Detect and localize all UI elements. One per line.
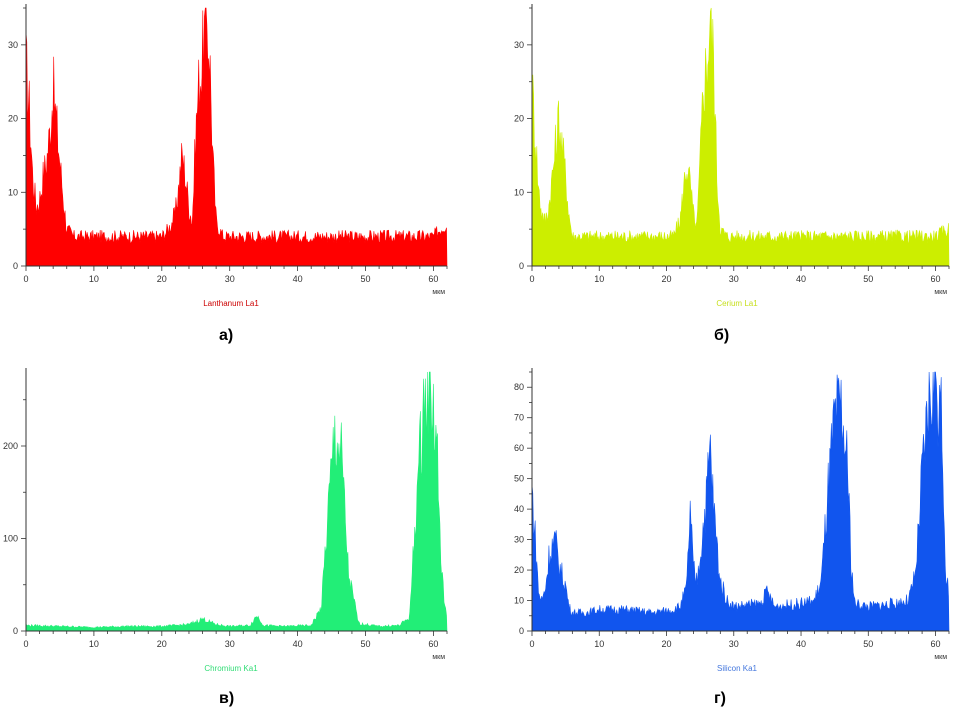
x-tick-label-a: 30 (225, 274, 235, 284)
y-tick-label-d: 70 (514, 413, 524, 423)
y-tick-label-d: 30 (514, 535, 524, 545)
y-tick-label-a: 20 (8, 114, 18, 124)
x-tick-label-c: 0 (23, 639, 28, 649)
x-tick-label-b: 10 (594, 274, 604, 284)
y-tick-label-a: 0 (13, 261, 18, 271)
x-tick-label-c: 60 (428, 639, 438, 649)
x-tick-label-a: 0 (23, 274, 28, 284)
y-tick-label-a: 30 (8, 40, 18, 50)
y-tick-label-d: 80 (514, 382, 524, 392)
caption-c: в) (219, 690, 235, 707)
x-axis-unit-a: мкм (432, 289, 445, 296)
x-tick-label-c: 10 (89, 639, 99, 649)
x-tick-label-b: 0 (529, 274, 534, 284)
x-tick-label-a: 20 (157, 274, 167, 284)
x-tick-label-b: 20 (662, 274, 672, 284)
x-tick-label-a: 50 (361, 274, 371, 284)
x-tick-label-b: 40 (796, 274, 806, 284)
x-tick-label-c: 30 (225, 639, 235, 649)
caption-d: г) (714, 690, 726, 707)
y-tick-label-c: 200 (3, 441, 18, 451)
series-label-d: Silicon Ka1 (717, 664, 758, 673)
y-tick-label-c: 0 (13, 626, 18, 636)
y-tick-label-b: 20 (514, 114, 524, 124)
x-tick-label-d: 50 (863, 639, 873, 649)
x-tick-label-c: 20 (157, 639, 167, 649)
y-tick-label-d: 10 (514, 596, 524, 606)
series-label-b: Cerium La1 (716, 299, 758, 308)
series-label-a: Lanthanum La1 (203, 299, 259, 308)
y-tick-label-d: 0 (519, 626, 524, 636)
y-tick-label-b: 0 (519, 261, 524, 271)
x-tick-label-a: 40 (293, 274, 303, 284)
y-tick-label-d: 60 (514, 443, 524, 453)
x-tick-label-d: 20 (662, 639, 672, 649)
x-tick-label-d: 30 (729, 639, 739, 649)
chart-lanthanum: 0 10 20 30 40 50 60 0 10 20 30 мкм Lanthanum La1 (8, 4, 448, 308)
x-tick-label-d: 60 (931, 639, 941, 649)
y-tick-label-b: 30 (514, 40, 524, 50)
caption-b: б) (714, 327, 730, 344)
x-tick-label-d: 0 (529, 639, 534, 649)
caption-a: а) (219, 327, 234, 344)
x-tick-label-a: 10 (89, 274, 99, 284)
chart-cerium: 0 10 20 30 40 50 60 0 10 20 30 мкм Cerium La1 (514, 4, 950, 308)
x-axis-unit-b: мкм (934, 289, 947, 296)
x-tick-label-a: 60 (428, 274, 438, 284)
x-axis-unit-d: мкм (934, 654, 947, 661)
y-tick-label-c: 100 (3, 534, 18, 544)
y-tick-label-d: 40 (514, 504, 524, 514)
x-tick-label-b: 60 (931, 274, 941, 284)
series-area-c-0 (25, 371, 448, 632)
series-label-c: Chromium Ka1 (204, 664, 258, 673)
series-area-d-0 (531, 371, 950, 632)
chart-chromium: 0 10 20 30 40 50 60 0 100 200 мкм Chromium Ka1 (3, 368, 448, 673)
x-tick-label-c: 40 (293, 639, 303, 649)
chart-silicon: 0 10 20 30 40 50 60 0 10 20 30 40 50 60 70 80 мкм Silicon… (514, 368, 950, 673)
y-tick-label-a: 10 (8, 187, 18, 197)
y-tick-label-d: 20 (514, 565, 524, 575)
y-tick-label-d: 50 (514, 474, 524, 484)
x-tick-label-d: 10 (594, 639, 604, 649)
x-tick-label-b: 50 (863, 274, 873, 284)
x-tick-label-c: 50 (361, 639, 371, 649)
x-tick-label-d: 40 (796, 639, 806, 649)
series-area-b-0 (531, 7, 950, 267)
x-axis-unit-c: мкм (432, 654, 445, 661)
x-tick-label-b: 30 (729, 274, 739, 284)
y-tick-label-b: 10 (514, 187, 524, 197)
series-area-a-0 (25, 7, 448, 267)
